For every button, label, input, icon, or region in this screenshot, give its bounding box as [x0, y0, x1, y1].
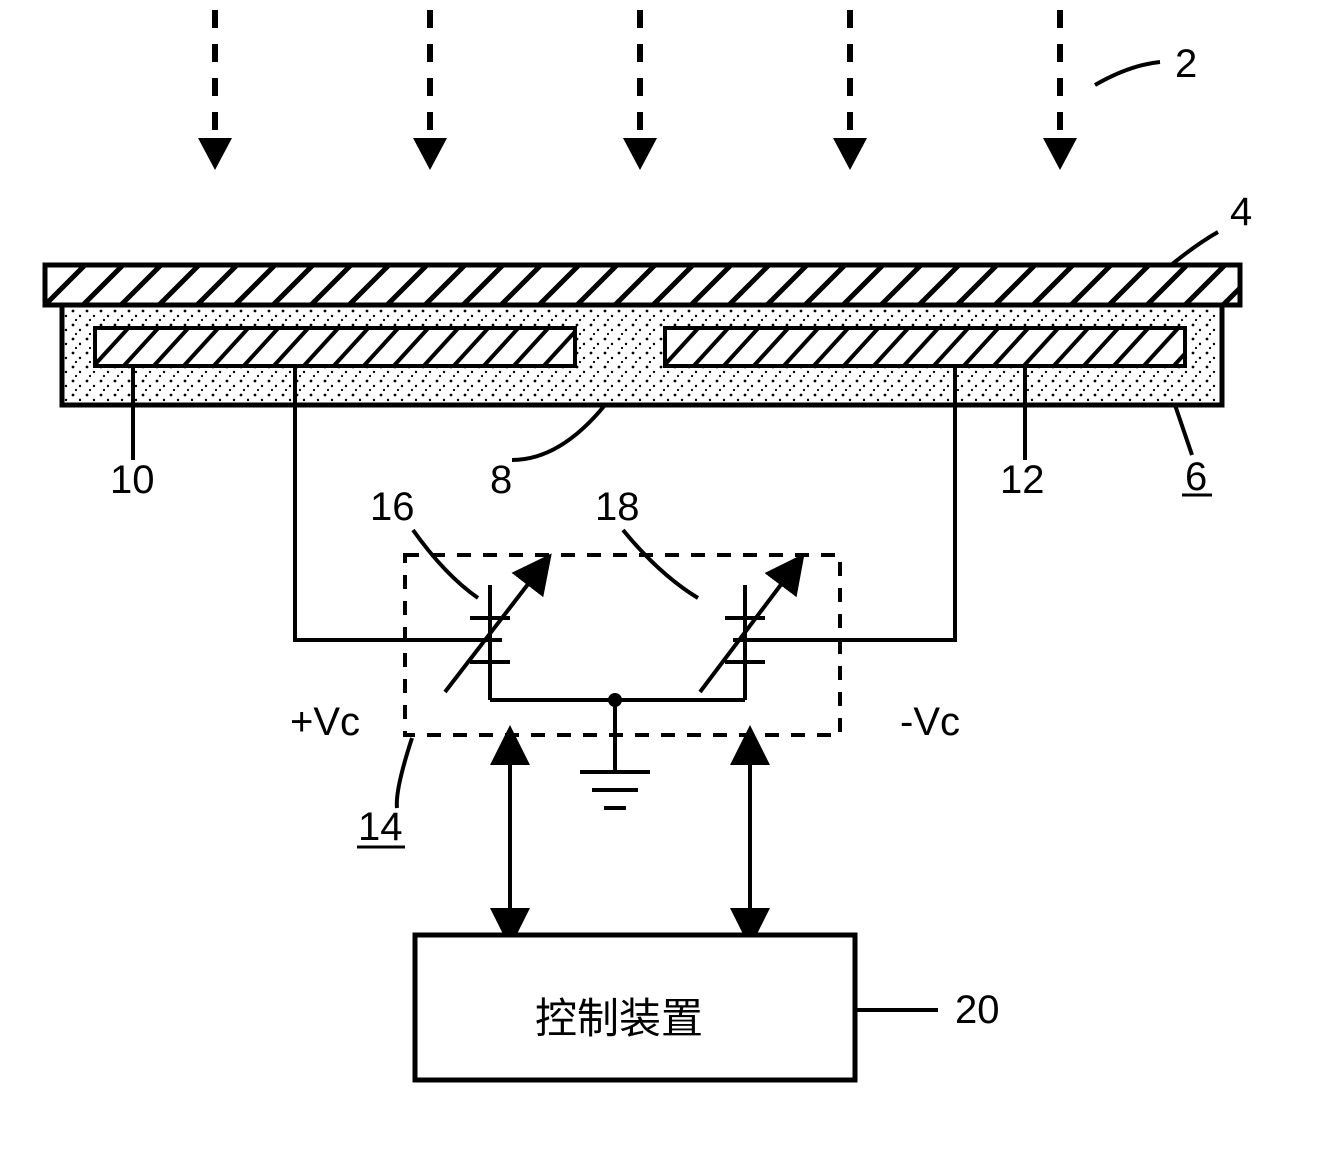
top-plate [40, 260, 1268, 310]
leader-6 [1175, 405, 1192, 455]
control-box-label: 控制装置 [535, 985, 703, 1046]
label-2: 2 [1175, 42, 1197, 87]
leader-2 [1095, 62, 1160, 85]
label-6: 6 [1185, 455, 1207, 500]
power-supply-box [405, 555, 840, 735]
variable-source-right [700, 566, 795, 692]
label-nvc: -Vc [900, 700, 960, 745]
diagram-svg [0, 0, 1331, 1154]
leader-8 [512, 405, 605, 460]
label-10: 10 [110, 458, 155, 503]
label-8: 8 [490, 458, 512, 503]
label-20: 20 [955, 988, 1000, 1033]
wires [295, 366, 955, 770]
label-pvc: +Vc [290, 700, 360, 745]
leader-16 [413, 530, 478, 598]
label-18: 18 [595, 485, 640, 530]
incident-arrows [198, 10, 1077, 170]
junction-node [608, 693, 622, 707]
leader-18 [623, 530, 698, 598]
label-16: 16 [370, 485, 415, 530]
electrode-right [660, 324, 1212, 370]
label-14: 14 [358, 805, 403, 850]
label-4: 4 [1230, 190, 1252, 235]
leader-14 [397, 738, 412, 808]
label-12: 12 [1000, 458, 1045, 503]
diagram-canvas: 2 4 10 8 12 6 16 18 +Vc -Vc 14 控制装置 20 [0, 0, 1331, 1154]
ground-symbol [580, 772, 650, 808]
electrode-left [90, 324, 612, 370]
